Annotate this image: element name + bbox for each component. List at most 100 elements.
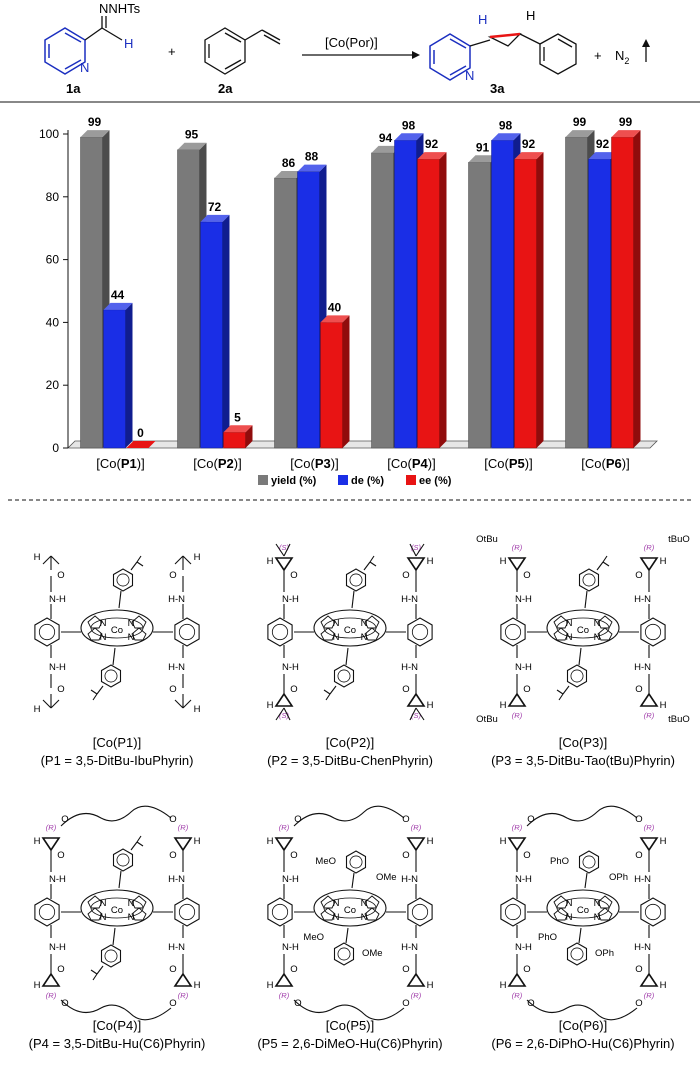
atom-label: N xyxy=(128,898,135,909)
plus-sign-1: + xyxy=(168,44,176,59)
x-tick-label: [Co(P5)] xyxy=(484,456,532,471)
atom-label: N xyxy=(594,618,601,629)
atom-label: H xyxy=(194,980,201,991)
catalyst-name: [Co(P4)] xyxy=(93,1018,141,1033)
atom-label: N-H xyxy=(49,662,66,673)
data-label: 94 xyxy=(379,131,393,145)
catalyst-caption: (P1 = 3,5-DitBu-IbuPhyrin) xyxy=(41,753,194,768)
chirality-label: (S) xyxy=(279,711,290,720)
atom-label: O xyxy=(169,850,176,861)
atom-label: O xyxy=(635,570,642,581)
atom-label: N-H xyxy=(515,942,532,953)
chirality-label: (R) xyxy=(644,823,655,832)
atom-label: O xyxy=(635,814,642,825)
catalyst-caption: (P5 = 2,6-DiMeO-Hu(C6)Phyrin) xyxy=(257,1036,442,1051)
atom-label: H xyxy=(427,836,434,847)
reaction-arrow: [Co(Por)] xyxy=(302,35,420,59)
legend-swatch xyxy=(338,475,348,485)
bar-de xyxy=(200,214,230,449)
ester-label: OtBu xyxy=(476,714,498,725)
bar-ee xyxy=(126,441,156,448)
svg-text:N2: N2 xyxy=(615,48,629,66)
chirality-label: (R) xyxy=(512,711,523,720)
atom-label: H xyxy=(267,700,274,711)
bar-ee xyxy=(320,315,350,449)
atom-label: O xyxy=(294,998,301,1009)
bar-ee xyxy=(417,152,447,449)
cobalt-atom: Co xyxy=(344,905,356,916)
atom-label: H xyxy=(427,980,434,991)
atom-label: MeO xyxy=(303,932,324,943)
data-label: 99 xyxy=(619,115,633,129)
atom-label: H-N xyxy=(634,942,651,953)
atom-label: O xyxy=(57,570,64,581)
y-tick-label: 60 xyxy=(46,253,60,267)
atom-label: H xyxy=(267,836,274,847)
catalyst-name: [Co(P5)] xyxy=(326,1018,374,1033)
atom-label: H xyxy=(427,556,434,567)
y-tick-label: 0 xyxy=(52,441,59,455)
plus-sign-2: + xyxy=(594,48,602,63)
atom-label: O xyxy=(523,684,530,695)
catalyst-name: [Co(P1)] xyxy=(93,735,141,750)
atom-label: H xyxy=(34,836,41,847)
chirality-label: (R) xyxy=(512,991,523,1000)
x-tick-label: [Co(P3)] xyxy=(290,456,338,471)
chirality-label: (R) xyxy=(178,991,189,1000)
atom-label: N xyxy=(333,898,340,909)
ester-label: OtBu xyxy=(476,534,498,545)
data-label: 92 xyxy=(425,137,439,151)
atom-label: N xyxy=(566,618,573,629)
chirality-label: (R) xyxy=(411,823,422,832)
data-label: 98 xyxy=(402,118,416,132)
atom-label: H xyxy=(660,836,667,847)
y-tick-label: 80 xyxy=(46,190,60,204)
catalyst-caption: (P6 = 2,6-DiPhO-Hu(C6)Phyrin) xyxy=(491,1036,674,1051)
catalyst-label: [Co(Por)] xyxy=(325,35,378,50)
bar-ee xyxy=(611,130,641,449)
product-h2: H xyxy=(526,8,535,23)
atom-label: H-N xyxy=(401,662,418,673)
atom-label: H-N xyxy=(401,594,418,605)
atom-label: H xyxy=(660,700,667,711)
atom-label: N xyxy=(566,912,573,923)
atom-label: H-N xyxy=(168,662,185,673)
legend-swatch xyxy=(258,475,268,485)
data-label: 40 xyxy=(328,300,342,314)
atom-label: O xyxy=(57,684,64,695)
byproduct-n2: N2 xyxy=(615,39,650,66)
catalyst-structure: N NN NCoN-HON-HOH(R)OtBuH(R)OtBuH-NOH-NOH(… xyxy=(476,534,690,768)
atom-label: O xyxy=(402,850,409,861)
chart-legend: yield (%) de (%) ee (%) xyxy=(258,475,452,487)
byproduct-subscript: 2 xyxy=(624,56,629,66)
atom-label: N xyxy=(361,632,368,643)
atom-label: O xyxy=(169,964,176,975)
atom-label: N-H xyxy=(282,942,299,953)
bar-de xyxy=(103,302,133,449)
data-label: 0 xyxy=(137,426,144,440)
atom-label: H xyxy=(194,552,201,563)
ester-label: tBuO xyxy=(668,534,690,545)
atom-label: O xyxy=(169,570,176,581)
atom-label: O xyxy=(402,964,409,975)
reagent1-h: H xyxy=(124,36,133,51)
atom-label: H xyxy=(500,980,507,991)
atom-label: PhO xyxy=(550,856,569,867)
atom-label: O xyxy=(57,850,64,861)
chirality-label: (R) xyxy=(279,991,290,1000)
atom-label: H-N xyxy=(401,942,418,953)
y-tick-label: 40 xyxy=(46,315,60,329)
catalyst-caption: (P4 = 3,5-DitBu-Hu(C6)Phyrin) xyxy=(29,1036,206,1051)
chirality-label: (R) xyxy=(644,543,655,552)
x-axis-tick-labels: [Co(P1)] [Co(P2)] [Co(P3)] [Co(P4)] [Co(P5)]… xyxy=(96,456,629,471)
atom-label: H-N xyxy=(401,874,418,885)
atom-label: H xyxy=(34,980,41,991)
atom-label: O xyxy=(57,964,64,975)
atom-label: N xyxy=(333,632,340,643)
atom-label: H xyxy=(500,700,507,711)
atom-label: O xyxy=(290,570,297,581)
